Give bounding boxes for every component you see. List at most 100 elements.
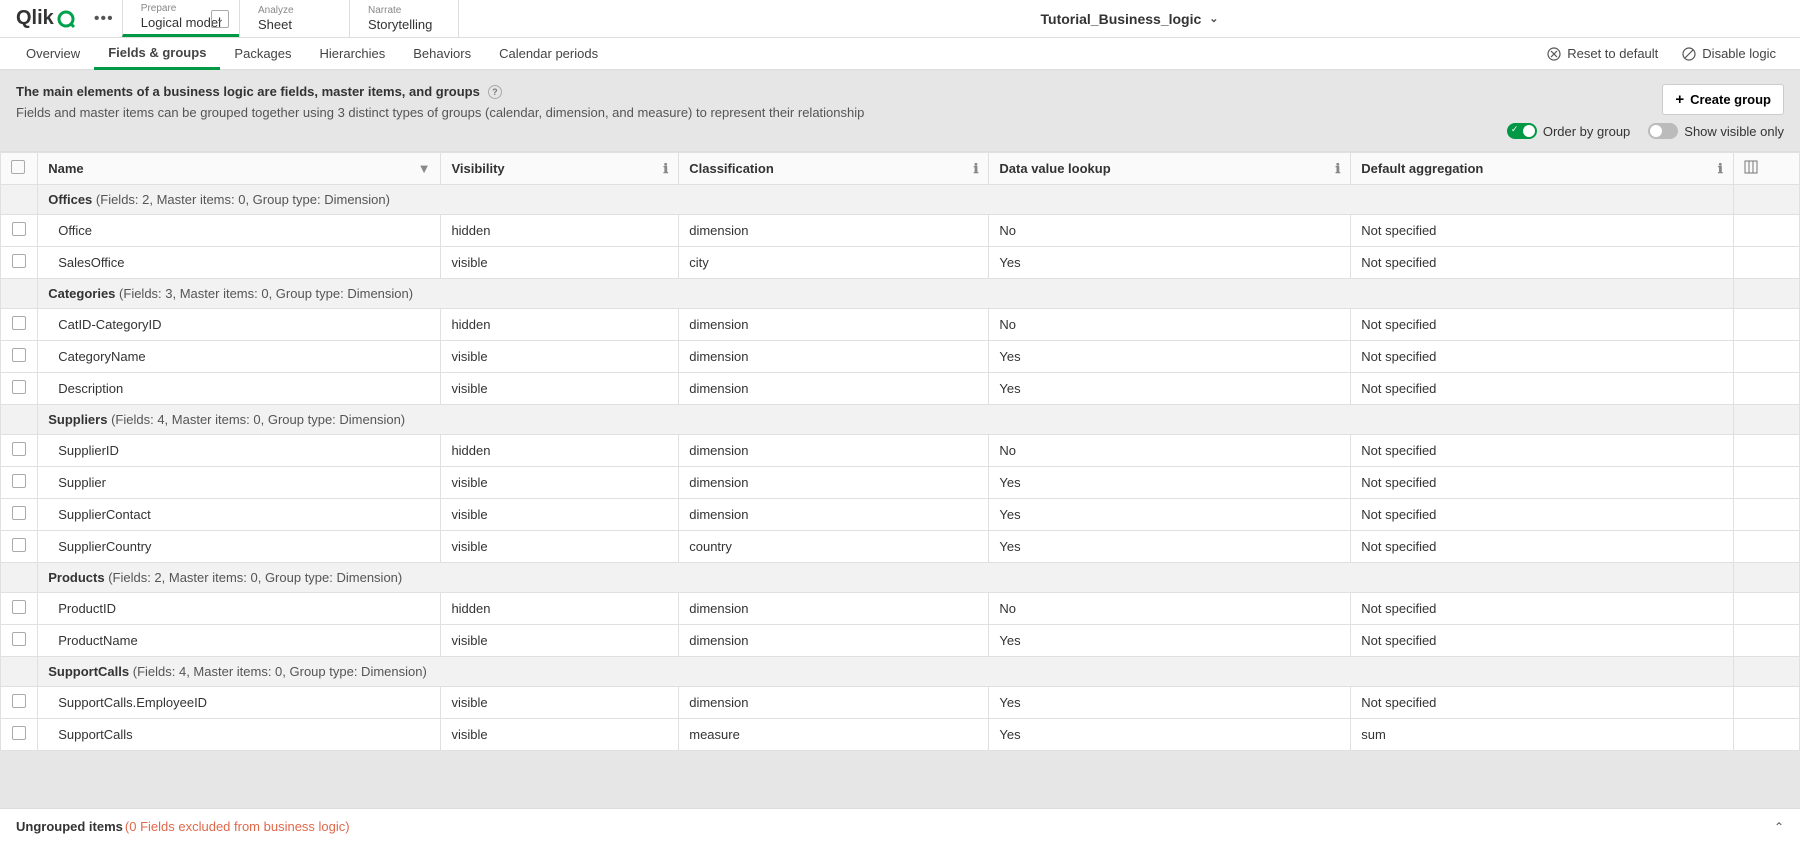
table-row[interactable]: SupportCalls.EmployeeID visible dimensio… [1, 687, 1800, 719]
mode-tab-storytelling[interactable]: Narrate Storytelling [349, 0, 459, 37]
show-visible-only-toggle[interactable]: Show visible only [1648, 123, 1784, 139]
app-title[interactable]: Tutorial_Business_logic ⌄ [459, 0, 1800, 37]
group-header-row[interactable]: Categories (Fields: 3, Master items: 0, … [1, 279, 1800, 309]
header-name[interactable]: Name▼ [38, 153, 441, 185]
row-checkbox-cell[interactable] [1, 687, 38, 719]
cell-classification: dimension [679, 309, 989, 341]
cell-visibility: visible [441, 531, 679, 563]
create-group-button[interactable]: + Create group [1662, 84, 1784, 115]
help-icon[interactable]: ? [488, 85, 502, 99]
footer-bar: Ungrouped items (0 Fields excluded from … [0, 808, 1800, 841]
cell-actions [1733, 719, 1799, 751]
row-checkbox-cell[interactable] [1, 215, 38, 247]
ungrouped-label: Ungrouped items [16, 819, 123, 834]
header-lookup[interactable]: Data value lookupℹ [989, 153, 1351, 185]
fields-table-wrapper[interactable]: Name▼ Visibilityℹ Classificationℹ Data v… [0, 151, 1800, 808]
show-visible-label: Show visible only [1684, 124, 1784, 139]
row-checkbox-cell[interactable] [1, 467, 38, 499]
info-icon[interactable]: ℹ [1718, 161, 1723, 177]
subnav-tab-overview[interactable]: Overview [12, 38, 94, 70]
logo-text: Qlik [16, 7, 54, 30]
header-aggregation[interactable]: Default aggregationℹ [1351, 153, 1734, 185]
row-checkbox-cell[interactable] [1, 247, 38, 279]
app-title-text: Tutorial_Business_logic [1041, 11, 1202, 27]
group-header-row[interactable]: Products (Fields: 2, Master items: 0, Gr… [1, 563, 1800, 593]
subnav-tab-calendar-periods[interactable]: Calendar periods [485, 38, 612, 70]
row-checkbox-cell[interactable] [1, 719, 38, 751]
row-checkbox-cell[interactable] [1, 531, 38, 563]
mode-small-label: Prepare [141, 3, 221, 15]
cell-name: ProductName [38, 625, 441, 657]
table-row[interactable]: ProductName visible dimension Yes Not sp… [1, 625, 1800, 657]
row-checkbox-cell[interactable] [1, 593, 38, 625]
table-row[interactable]: SupplierContact visible dimension Yes No… [1, 499, 1800, 531]
group-header-row[interactable]: SupportCalls (Fields: 4, Master items: 0… [1, 657, 1800, 687]
disable-icon [1682, 47, 1696, 61]
cell-aggregation: Not specified [1351, 247, 1734, 279]
cell-name: SupportCalls [38, 719, 441, 751]
table-row[interactable]: CategoryName visible dimension Yes Not s… [1, 341, 1800, 373]
table-row[interactable]: Description visible dimension Yes Not sp… [1, 373, 1800, 405]
row-checkbox-cell[interactable] [1, 341, 38, 373]
disable-logic-button[interactable]: Disable logic [1670, 46, 1788, 61]
header-classification[interactable]: Classificationℹ [679, 153, 989, 185]
order-by-group-toggle[interactable]: Order by group [1507, 123, 1630, 139]
plus-icon: + [1675, 91, 1684, 108]
mode-small-label: Narrate [368, 5, 440, 17]
group-name: SupportCalls [48, 664, 129, 679]
row-checkbox-cell[interactable] [1, 435, 38, 467]
cell-actions [1733, 215, 1799, 247]
cell-name: CatID-CategoryID [38, 309, 441, 341]
header-actions[interactable] [1733, 153, 1799, 185]
info-icon[interactable]: ℹ [663, 161, 668, 177]
info-icon[interactable]: ℹ [1335, 161, 1340, 177]
info-icon[interactable]: ℹ [973, 161, 978, 177]
checkbox-icon [12, 726, 26, 740]
excluded-count[interactable]: (0 Fields excluded from business logic) [125, 819, 350, 834]
reset-to-default-button[interactable]: Reset to default [1535, 46, 1670, 61]
cell-classification: country [679, 531, 989, 563]
app-bar: Qlik ••• Prepare Logical model⌄Analyze S… [0, 0, 1800, 38]
row-checkbox-cell[interactable] [1, 309, 38, 341]
row-checkbox-cell[interactable] [1, 499, 38, 531]
cell-classification: dimension [679, 467, 989, 499]
subnav-tab-behaviors[interactable]: Behaviors [399, 38, 485, 70]
cell-lookup: No [989, 435, 1351, 467]
cell-aggregation: Not specified [1351, 341, 1734, 373]
row-checkbox-cell[interactable] [1, 373, 38, 405]
filter-icon[interactable]: ▼ [418, 161, 431, 176]
table-row[interactable]: CatID-CategoryID hidden dimension No Not… [1, 309, 1800, 341]
group-header-row[interactable]: Suppliers (Fields: 4, Master items: 0, G… [1, 405, 1800, 435]
chevron-down-icon[interactable]: ⌄ [211, 10, 229, 28]
table-row[interactable]: SupplierCountry visible country Yes Not … [1, 531, 1800, 563]
mode-tab-sheet[interactable]: Analyze Sheet [239, 0, 349, 37]
subnav-tab-packages[interactable]: Packages [220, 38, 305, 70]
table-row[interactable]: Office hidden dimension No Not specified [1, 215, 1800, 247]
table-row[interactable]: ProductID hidden dimension No Not specif… [1, 593, 1800, 625]
cell-visibility: visible [441, 687, 679, 719]
cell-aggregation: Not specified [1351, 309, 1734, 341]
table-header-row: Name▼ Visibilityℹ Classificationℹ Data v… [1, 153, 1800, 185]
header-checkbox-cell[interactable] [1, 153, 38, 185]
table-row[interactable]: SupportCalls visible measure Yes sum [1, 719, 1800, 751]
more-menu-button[interactable]: ••• [86, 0, 122, 37]
cell-name: Office [38, 215, 441, 247]
mode-small-label: Analyze [258, 5, 331, 17]
group-header-row[interactable]: Offices (Fields: 2, Master items: 0, Gro… [1, 185, 1800, 215]
cell-visibility: hidden [441, 309, 679, 341]
checkbox-icon [12, 600, 26, 614]
cell-aggregation: Not specified [1351, 435, 1734, 467]
expand-up-icon[interactable]: ⌃ [1774, 820, 1784, 834]
subnav-tab-hierarchies[interactable]: Hierarchies [306, 38, 400, 70]
row-checkbox-cell[interactable] [1, 625, 38, 657]
subnav-tab-fields-groups[interactable]: Fields & groups [94, 38, 220, 70]
cell-lookup: Yes [989, 247, 1351, 279]
checkbox-icon [12, 380, 26, 394]
mode-tab-logical-model[interactable]: Prepare Logical model⌄ [122, 0, 239, 37]
table-row[interactable]: SalesOffice visible city Yes Not specifi… [1, 247, 1800, 279]
table-row[interactable]: Supplier visible dimension Yes Not speci… [1, 467, 1800, 499]
header-visibility[interactable]: Visibilityℹ [441, 153, 679, 185]
mode-tabs: Prepare Logical model⌄Analyze SheetNarra… [122, 0, 459, 37]
cell-aggregation: Not specified [1351, 625, 1734, 657]
table-row[interactable]: SupplierID hidden dimension No Not speci… [1, 435, 1800, 467]
